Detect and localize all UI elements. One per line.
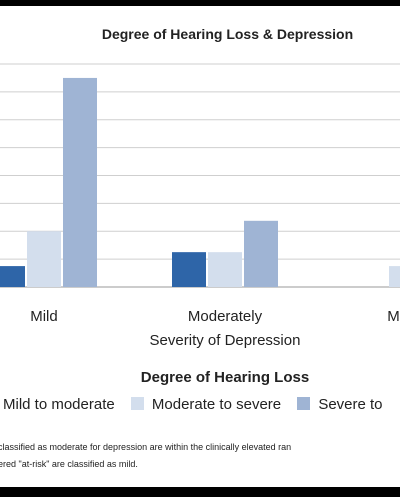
footnote-line: ered "at-risk" are classified as mild.: [0, 459, 138, 469]
legend-item-severe: Severe to: [297, 396, 383, 413]
legend-swatch-severe: [297, 397, 311, 410]
bars: [0, 77, 400, 287]
chart-title: Degree of Hearing Loss & Depression: [101, 26, 354, 42]
footnote: classified as moderate for depression ar…: [0, 439, 400, 473]
bar: [172, 252, 206, 287]
x-tick-labels: Mild Moderately Mode: [30, 308, 400, 325]
bar: [0, 266, 25, 287]
plot-area: Mild Moderately Mode: [0, 63, 400, 325]
legend-label: Mild to moderate: [3, 396, 115, 413]
legend-title: Degree of Hearing Loss: [140, 369, 310, 386]
chart-panel: Degree of Hearing Loss & Depression Mild…: [0, 6, 400, 487]
bar: [389, 266, 400, 287]
legend: Mild to moderate Moderate to severe Seve…: [0, 396, 395, 413]
bar: [27, 231, 61, 287]
x-axis-title: Severity of Depression: [149, 332, 301, 349]
bar: [244, 220, 278, 287]
footnote-line: classified as moderate for depression ar…: [0, 442, 292, 452]
legend-label: Severe to: [318, 396, 383, 413]
legend-swatch-moderate-to-severe: [130, 397, 144, 410]
bar: [208, 252, 242, 287]
x-tick-label: Mode: [387, 308, 400, 325]
bar: [63, 77, 97, 287]
legend-item-moderate-to-severe: Moderate to severe: [130, 396, 282, 413]
legend-item-mild-to-moderate: Mild to moderate: [0, 396, 115, 413]
x-tick-label: Mild: [30, 308, 58, 325]
legend-label: Moderate to severe: [151, 396, 282, 413]
x-tick-label: Moderately: [188, 308, 263, 325]
